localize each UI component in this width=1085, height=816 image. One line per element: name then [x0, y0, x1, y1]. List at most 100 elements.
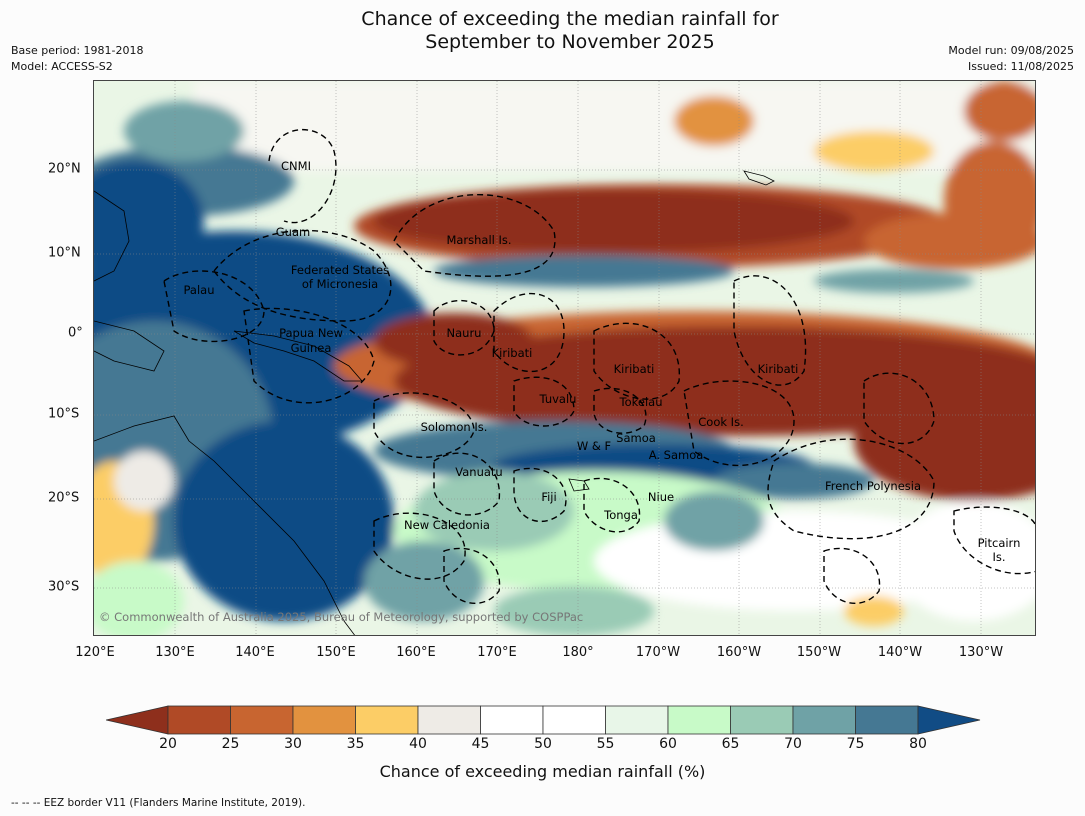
- colorbar-title: Chance of exceeding median rainfall (%): [379, 762, 706, 781]
- base-period: Base period: 1981-2018: [11, 44, 144, 57]
- label-kiribati-w: Kiribati: [492, 346, 533, 360]
- label-fsm-2: of Micronesia: [302, 277, 378, 291]
- lon-label-140w: 140°W: [877, 645, 923, 660]
- label-vanuatu: Vanuatu: [455, 465, 502, 479]
- label-tonga: Tonga: [603, 508, 638, 522]
- eez-marshall: [393, 194, 556, 277]
- colorbar-tick-label: 75: [846, 736, 865, 752]
- eez-south: [443, 547, 501, 605]
- colorbar-segment: [667, 705, 731, 735]
- colorbar-tick-label: 55: [596, 736, 615, 752]
- label-newcal: New Caledonia: [404, 518, 490, 532]
- title-line-2: September to November 2025: [425, 31, 715, 53]
- lon-label-170e: 170°E: [477, 645, 517, 660]
- colorbar-tick-label: 70: [784, 736, 802, 752]
- eez-fsm: [213, 229, 392, 322]
- colorbar-tick-label: 30: [284, 736, 302, 752]
- map-title: Chance of exceeding the median rainfall …: [0, 8, 1085, 54]
- lat-label-10s: 10°S: [48, 406, 80, 422]
- colorbar-tick-label: 40: [409, 736, 427, 752]
- label-wf: W & F: [577, 439, 611, 453]
- eez-pitcairn: [953, 506, 1035, 575]
- colorbar-tick-label: 60: [659, 736, 677, 752]
- label-frpoly: French Polynesia: [825, 479, 921, 493]
- colorbar-segment: [417, 705, 481, 735]
- label-niue: Niue: [648, 490, 674, 504]
- lon-label-180: 180°: [562, 645, 594, 660]
- colorbar-tick-label: 80: [909, 736, 927, 752]
- new-guinea-coast: [233, 330, 363, 382]
- hawaii-coast: [743, 170, 775, 186]
- title-line-1: Chance of exceeding the median rainfall …: [361, 8, 779, 30]
- colorbar-tick-label: 20: [159, 736, 177, 752]
- eez-kiribati-c: [593, 322, 680, 400]
- colorbar: [106, 705, 981, 735]
- lat-label-10n: 10°N: [48, 245, 81, 261]
- region-labels: CNMI Guam Marshall Is. Federated States …: [184, 159, 1021, 564]
- rainfall-map: CNMI Guam Marshall Is. Federated States …: [93, 80, 1036, 636]
- label-png-2: Guinea: [291, 341, 332, 355]
- label-kiribati-e: Kiribati: [758, 362, 799, 376]
- philippines-coast: [94, 190, 130, 282]
- colorbar-segment: [542, 705, 606, 735]
- label-nauru: Nauru: [447, 326, 482, 340]
- rainfall-field: [94, 81, 1035, 635]
- eez-frpoly: [767, 438, 935, 540]
- colorbar-segment: [230, 705, 294, 735]
- eez-vanuatu: [433, 452, 501, 516]
- eez-solomon: [373, 392, 475, 459]
- label-solomon: Solomon Is.: [421, 420, 488, 434]
- label-palau: Palau: [184, 283, 215, 297]
- eez-kiribati-w: [493, 292, 565, 373]
- meta-right: Model run: 09/08/2025 Issued: 11/08/2025: [948, 43, 1074, 75]
- lon-label-130e: 130°E: [155, 645, 195, 660]
- colorbar-extend-low: [106, 705, 169, 735]
- lat-label-20s: 20°S: [48, 490, 80, 506]
- colorbar-segment: [605, 705, 669, 735]
- colorbar-segment: [167, 705, 231, 735]
- lon-label-150w: 150°W: [796, 645, 842, 660]
- colorbar-extend-high: [917, 705, 981, 735]
- eez-tuvalu: [513, 376, 575, 427]
- eez-east: [863, 372, 935, 445]
- eez-legend: -- -- -- EEZ border V11 (Flanders Marine…: [11, 797, 306, 809]
- label-tuvalu: Tuvalu: [539, 392, 577, 406]
- colorbar-tick-label: 45: [471, 736, 490, 752]
- lon-label-150e: 150°E: [316, 645, 356, 660]
- map-svg: CNMI Guam Marshall Is. Federated States …: [94, 81, 1035, 635]
- lon-label-170w: 170°W: [635, 645, 681, 660]
- lat-label-0: 0°: [68, 325, 83, 341]
- graticule: [94, 81, 1035, 635]
- indonesia-coast: [94, 320, 165, 372]
- fiji-coast: [568, 478, 590, 492]
- eez-borders: [163, 129, 1035, 605]
- lat-label-20n: 20°N: [48, 161, 81, 177]
- label-samoa: Samoa: [616, 431, 656, 445]
- meta-left: Base period: 1981-2018 Model: ACCESS-S2: [11, 43, 143, 75]
- label-guam: Guam: [276, 225, 310, 239]
- lon-label-160w: 160°W: [716, 645, 762, 660]
- colorbar-segment: [292, 705, 356, 735]
- label-kiribati-c: Kiribati: [614, 362, 655, 376]
- colorbar-segment: [855, 705, 919, 735]
- label-pitcairn-1: Pitcairn: [978, 536, 1021, 550]
- colorbar-tick-label: 25: [221, 736, 240, 752]
- eez-cnmi: [268, 129, 337, 224]
- label-marshall: Marshall Is.: [446, 233, 511, 247]
- colorbar-segment: [730, 705, 794, 735]
- lon-label-160e: 160°E: [396, 645, 436, 660]
- colorbar-tick-label: 65: [721, 736, 740, 752]
- colorbar-segment: [480, 705, 544, 735]
- eez-cook: [683, 380, 795, 467]
- label-png-1: Papua New: [279, 326, 343, 340]
- label-pitcairn-2: Is.: [992, 550, 1005, 564]
- issued-date: Issued: 11/08/2025: [967, 60, 1074, 73]
- eez-kiribati-e: [733, 275, 807, 386]
- colorbar-tick-label: 50: [534, 736, 552, 752]
- label-fsm-1: Federated States: [291, 263, 389, 277]
- coastlines: [94, 170, 775, 635]
- colorbar-tick-label: 35: [346, 736, 365, 752]
- eez-fiji: [513, 467, 567, 522]
- lon-label-130w: 130°W: [958, 645, 1004, 660]
- eez-south-east: [823, 547, 881, 605]
